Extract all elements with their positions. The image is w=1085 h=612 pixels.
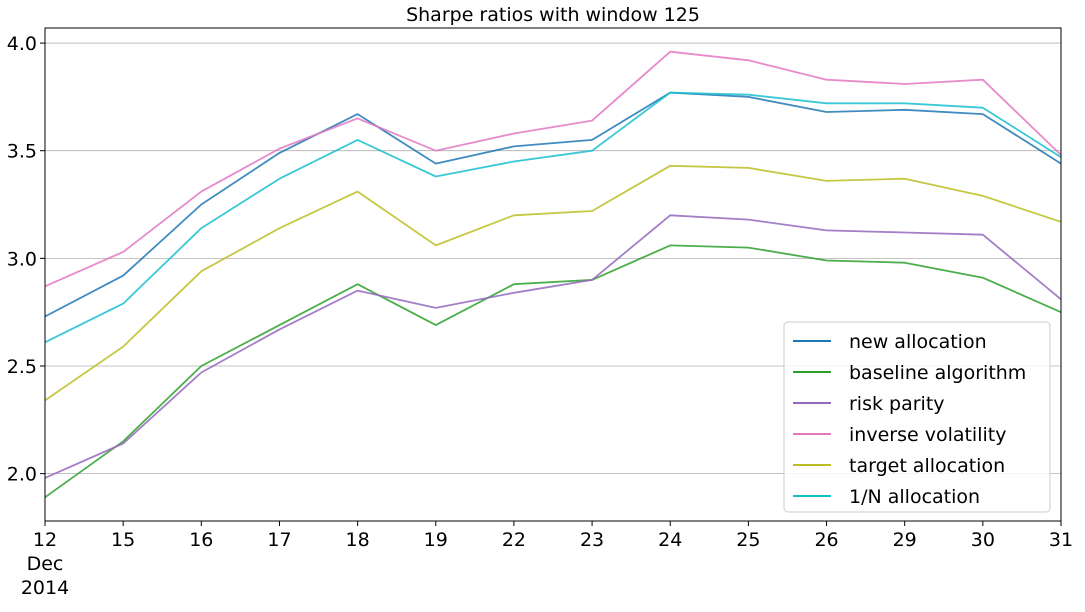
x-tick-label: 25 bbox=[736, 529, 760, 551]
y-axis: 2.0 2.5 3.0 3.5 4.0 bbox=[7, 33, 45, 486]
legend: new allocation baseline algorithm risk par… bbox=[783, 321, 1051, 513]
x-tick-label: 30 bbox=[971, 529, 995, 551]
x-tick-label: 22 bbox=[502, 529, 526, 551]
chart-title: Sharpe ratios with window 125 bbox=[406, 4, 700, 26]
plot-frame bbox=[44, 27, 1062, 522]
x-tick-label: 31 bbox=[1049, 529, 1073, 551]
series-line-1 bbox=[44, 244, 1062, 499]
y-tick-label: 4.0 bbox=[7, 33, 37, 55]
x-tick-label: 19 bbox=[424, 529, 448, 551]
y-tick-label: 2.0 bbox=[7, 464, 37, 486]
series-line-3 bbox=[44, 50, 1062, 288]
legend-label: baseline algorithm bbox=[849, 362, 1026, 384]
legend-label: target allocation bbox=[849, 455, 1005, 477]
legend-box bbox=[783, 321, 1051, 513]
x-tick-label: 26 bbox=[814, 529, 838, 551]
legend-label: inverse volatility bbox=[849, 424, 1006, 446]
x-tick-label: 24 bbox=[658, 529, 682, 551]
legend-label: risk parity bbox=[849, 393, 945, 415]
x-tick-label: 17 bbox=[267, 529, 291, 551]
series-line-2 bbox=[44, 214, 1062, 479]
x-tick-label: 15 bbox=[111, 529, 135, 551]
x-tick-label: 29 bbox=[893, 529, 917, 551]
x-tick-label: 18 bbox=[346, 529, 370, 551]
series-lines bbox=[44, 50, 1062, 499]
x-tick-sublabel: Dec bbox=[27, 553, 64, 575]
legend-label: 1/N allocation bbox=[849, 486, 980, 508]
y-tick-label: 3.0 bbox=[7, 248, 37, 270]
series-line-0 bbox=[44, 91, 1062, 318]
y-tick-label: 3.5 bbox=[7, 141, 37, 163]
x-tick-sublabel: 2014 bbox=[21, 577, 69, 599]
y-tick-label: 2.5 bbox=[7, 356, 37, 378]
series-line-4 bbox=[44, 164, 1062, 402]
x-tick-label: 12 bbox=[33, 529, 57, 551]
x-tick-label: 16 bbox=[189, 529, 213, 551]
x-tick-label: 23 bbox=[580, 529, 604, 551]
series-line-5 bbox=[44, 91, 1062, 344]
legend-label: new allocation bbox=[849, 331, 987, 353]
